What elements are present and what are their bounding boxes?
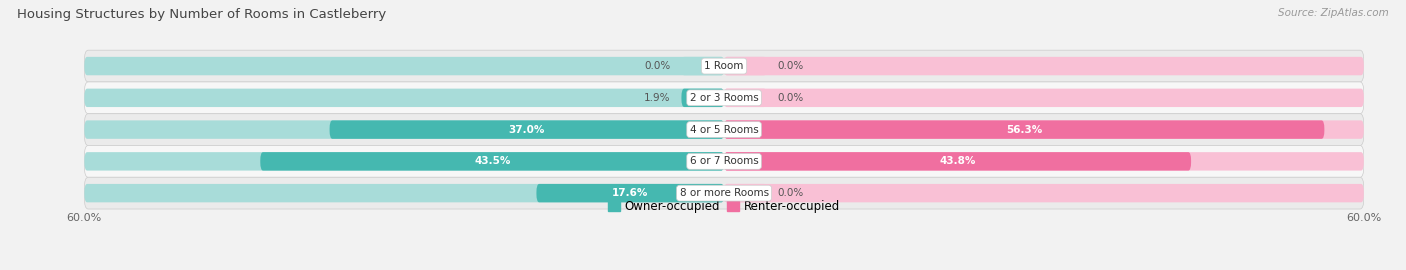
FancyBboxPatch shape: [329, 120, 724, 139]
FancyBboxPatch shape: [724, 184, 766, 202]
Text: 4 or 5 Rooms: 4 or 5 Rooms: [690, 124, 758, 135]
FancyBboxPatch shape: [724, 120, 1324, 139]
Text: 6 or 7 Rooms: 6 or 7 Rooms: [690, 156, 758, 166]
Text: 8 or more Rooms: 8 or more Rooms: [679, 188, 769, 198]
Text: 37.0%: 37.0%: [509, 124, 546, 135]
Text: 0.0%: 0.0%: [644, 61, 671, 71]
Text: 0.0%: 0.0%: [778, 188, 804, 198]
Text: 56.3%: 56.3%: [1007, 124, 1042, 135]
Text: Source: ZipAtlas.com: Source: ZipAtlas.com: [1278, 8, 1389, 18]
FancyBboxPatch shape: [260, 152, 724, 171]
FancyBboxPatch shape: [84, 114, 1364, 146]
Text: 1.9%: 1.9%: [644, 93, 671, 103]
FancyBboxPatch shape: [682, 57, 724, 75]
FancyBboxPatch shape: [84, 89, 724, 107]
Text: 43.8%: 43.8%: [939, 156, 976, 166]
FancyBboxPatch shape: [84, 82, 1364, 114]
FancyBboxPatch shape: [84, 120, 724, 139]
FancyBboxPatch shape: [84, 184, 724, 202]
Text: Housing Structures by Number of Rooms in Castleberry: Housing Structures by Number of Rooms in…: [17, 8, 387, 21]
FancyBboxPatch shape: [724, 57, 766, 75]
FancyBboxPatch shape: [724, 184, 1364, 202]
Text: 1 Room: 1 Room: [704, 61, 744, 71]
FancyBboxPatch shape: [84, 152, 724, 171]
Text: 17.6%: 17.6%: [612, 188, 648, 198]
FancyBboxPatch shape: [84, 146, 1364, 177]
FancyBboxPatch shape: [724, 152, 1364, 171]
FancyBboxPatch shape: [724, 57, 1364, 75]
Legend: Owner-occupied, Renter-occupied: Owner-occupied, Renter-occupied: [603, 195, 845, 218]
FancyBboxPatch shape: [84, 57, 724, 75]
FancyBboxPatch shape: [84, 177, 1364, 209]
FancyBboxPatch shape: [724, 120, 1364, 139]
FancyBboxPatch shape: [724, 152, 1191, 171]
Text: 43.5%: 43.5%: [474, 156, 510, 166]
FancyBboxPatch shape: [537, 184, 724, 202]
Text: 2 or 3 Rooms: 2 or 3 Rooms: [690, 93, 758, 103]
FancyBboxPatch shape: [84, 50, 1364, 82]
FancyBboxPatch shape: [724, 89, 1364, 107]
Text: 0.0%: 0.0%: [778, 93, 804, 103]
FancyBboxPatch shape: [724, 89, 766, 107]
Text: 0.0%: 0.0%: [778, 61, 804, 71]
FancyBboxPatch shape: [682, 89, 724, 107]
